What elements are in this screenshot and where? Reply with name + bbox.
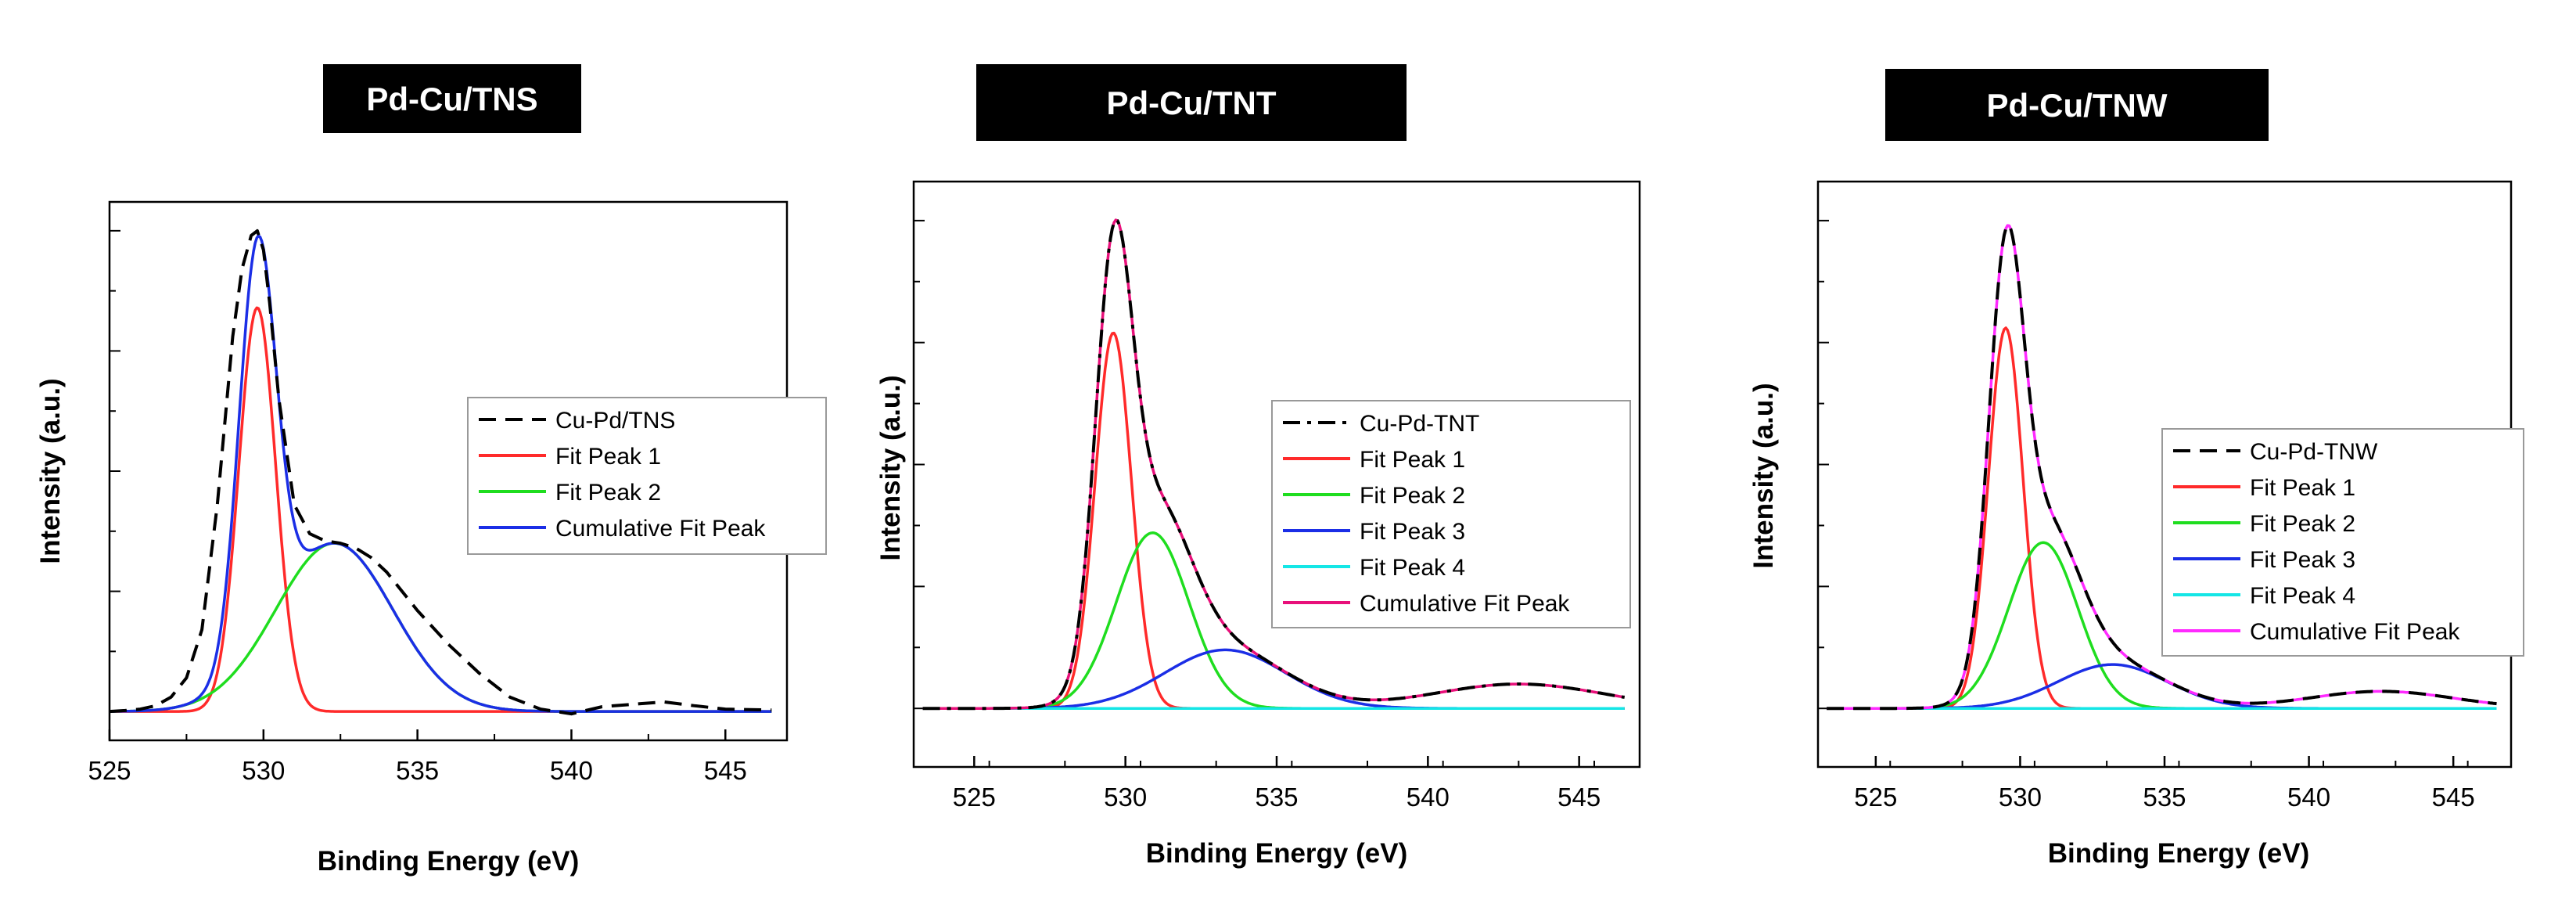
x-tick-label: 535 bbox=[2143, 783, 2186, 812]
chart-title-tnt: Pd-Cu/TNT bbox=[1107, 85, 1277, 121]
x-tick-label: 530 bbox=[1104, 783, 1147, 812]
title-badge-tnw bbox=[1885, 69, 2269, 141]
legend-label: Cu-Pd-TNT bbox=[1360, 411, 1479, 437]
legend-label: Fit Peak 3 bbox=[2250, 547, 2355, 573]
x-axis-tns: 525 530 535 540 545 bbox=[88, 729, 747, 785]
title-badge-tnt bbox=[976, 64, 1407, 141]
chart-title-tnw: Pd-Cu/TNW bbox=[1987, 87, 2168, 124]
x-tick-label: 545 bbox=[704, 756, 747, 785]
y-axis-tnt bbox=[914, 219, 925, 710]
y-axis-title-tnt: Intensity (a.u.) bbox=[875, 375, 906, 560]
legend-tnt: Cu-Pd-TNT Fit Peak 1 Fit Peak 2 Fit Peak 3 F… bbox=[1271, 400, 1631, 628]
legend-label: Fit Peak 4 bbox=[1360, 555, 1465, 581]
x-axis-tnw: 525 530 535 540 545 bbox=[1817, 756, 2475, 812]
series-line-cumulative-fit-peak bbox=[110, 234, 772, 713]
x-tick-label: 530 bbox=[242, 756, 285, 785]
legend-label: Fit Peak 1 bbox=[2250, 475, 2355, 501]
x-tick-label: 525 bbox=[953, 783, 996, 812]
x-tick-label: 535 bbox=[396, 756, 439, 785]
legend-label: Fit Peak 2 bbox=[2250, 511, 2355, 537]
title-badge-tns bbox=[323, 64, 581, 133]
x-axis-title-tnt: Binding Energy (eV) bbox=[1146, 838, 1407, 869]
legend-label: Cu-Pd-TNW bbox=[2250, 439, 2378, 465]
series-line-cu-pd-tns bbox=[109, 229, 772, 716]
x-tick-label: 540 bbox=[1407, 783, 1450, 812]
legend-label: Cumulative Fit Peak bbox=[555, 516, 766, 542]
legend-label: Cumulative Fit Peak bbox=[1360, 591, 1570, 617]
x-axis-title-tns: Binding Energy (eV) bbox=[318, 846, 579, 877]
y-axis-title-tnw: Intensity (a.u.) bbox=[1748, 383, 1779, 568]
x-tick-label: 540 bbox=[2287, 783, 2330, 812]
legend-label: Fit Peak 1 bbox=[555, 444, 661, 470]
y-axis-title-tns: Intensity (a.u.) bbox=[35, 378, 66, 563]
y-axis-tnw bbox=[1818, 219, 1829, 710]
x-tick-label: 545 bbox=[1557, 783, 1601, 812]
curves-tnt bbox=[922, 218, 1625, 711]
legend-label: Fit Peak 2 bbox=[555, 480, 661, 506]
legend-label: Fit Peak 2 bbox=[1360, 483, 1465, 509]
x-tick-label: 540 bbox=[550, 756, 593, 785]
x-axis-title-tnw: Binding Energy (eV) bbox=[2048, 838, 2309, 869]
series-line-cu-pd-tnt bbox=[922, 218, 1625, 711]
panel-tns: Pd-Cu/TNS 525 530 535 540 545 Cu-Pd/TNS Fit P… bbox=[35, 64, 827, 877]
curves-tnw bbox=[1827, 224, 2497, 711]
legend-label: Fit Peak 4 bbox=[2250, 583, 2355, 609]
legend-label: Fit Peak 3 bbox=[1360, 519, 1465, 545]
x-tick-label: 525 bbox=[88, 756, 131, 785]
panel-tnt: Pd-Cu/TNT 525 530 535 540 545 Cu-Pd-TNT Fit P… bbox=[875, 64, 1641, 869]
legend-box-tnt bbox=[1271, 400, 1631, 628]
chart-title-tns: Pd-Cu/TNS bbox=[366, 81, 537, 117]
curves-tns bbox=[109, 229, 772, 716]
x-tick-label: 530 bbox=[1999, 783, 2042, 812]
x-tick-label: 535 bbox=[1255, 783, 1298, 812]
panel-tnw: Pd-Cu/TNW 525 530 535 540 545 Cu-Pd-TNW Fit P… bbox=[1748, 69, 2524, 869]
legend-box-tnw bbox=[2161, 428, 2524, 657]
legend-tnw: Cu-Pd-TNW Fit Peak 1 Fit Peak 2 Fit Peak 3 F… bbox=[2161, 428, 2524, 657]
series-line-cu-pd-tnw bbox=[1827, 224, 2497, 711]
x-axis-tnt: 525 530 535 540 545 bbox=[913, 756, 1601, 812]
legend-label: Fit Peak 1 bbox=[1360, 447, 1465, 473]
x-tick-label: 525 bbox=[1854, 783, 1897, 812]
x-tick-label: 545 bbox=[2432, 783, 2475, 812]
legend-label: Cumulative Fit Peak bbox=[2250, 619, 2460, 645]
legend-tns: Cu-Pd/TNS Fit Peak 1 Fit Peak 2 Cumulative … bbox=[467, 397, 827, 555]
legend-label: Cu-Pd/TNS bbox=[555, 408, 675, 434]
